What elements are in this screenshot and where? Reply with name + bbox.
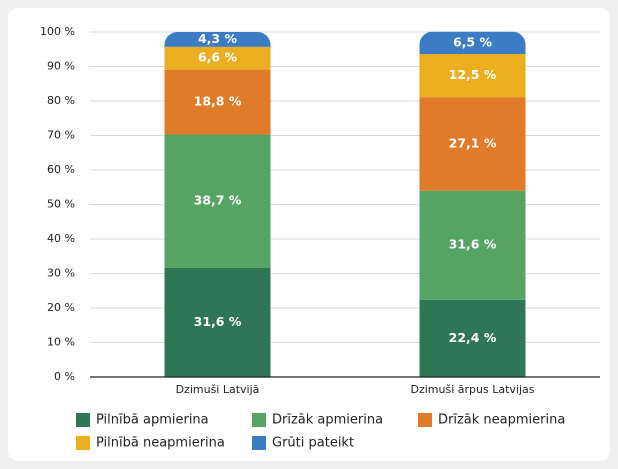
legend-swatch (252, 413, 266, 427)
bar-group (164, 32, 271, 377)
value-label: 31,6 % (194, 314, 242, 329)
bar-segment (419, 31, 526, 55)
y-tick-label: 10 % (47, 336, 75, 349)
value-label: 38,7 % (194, 193, 242, 208)
value-label: 4,3 % (198, 31, 237, 46)
y-tick-label: 80 % (47, 94, 75, 107)
bar-segment (419, 54, 526, 98)
bar-segment (419, 97, 526, 191)
legend-label: Pilnībā neapmierina (96, 436, 225, 451)
value-label: 18,8 % (194, 94, 242, 109)
value-label: 6,6 % (198, 50, 237, 65)
y-tick-label: 100 % (40, 25, 75, 38)
value-label: 22,4 % (449, 330, 497, 345)
y-tick-label: 0 % (54, 370, 75, 383)
bar-segment (164, 32, 271, 47)
bar-segment (419, 190, 526, 300)
bar-segment (164, 267, 271, 377)
bar-segment (419, 299, 526, 377)
legend-label: Drīzāk apmierina (272, 413, 383, 428)
bar-group (419, 31, 526, 377)
y-tick-label: 40 % (47, 232, 75, 245)
x-tick-label: Dzimuši ārpus Latvijas (411, 383, 535, 396)
legend-label: Pilnībā apmierina (96, 413, 209, 428)
legend-label: Grūti pateikt (272, 436, 354, 451)
value-label: 6,5 % (453, 34, 492, 49)
y-tick-label: 50 % (47, 198, 75, 211)
y-tick-label: 60 % (47, 163, 75, 176)
bar-segment (164, 69, 271, 135)
y-tick-label: 20 % (47, 301, 75, 314)
legend-swatch (252, 436, 266, 450)
bar-segment (164, 134, 271, 268)
y-tick-label: 70 % (47, 129, 75, 142)
y-tick-label: 30 % (47, 267, 75, 280)
value-label: 31,6 % (449, 237, 497, 252)
legend-label: Drīzāk neapmierina (438, 413, 565, 428)
bar-segment (164, 46, 271, 70)
legend-swatch (76, 436, 90, 450)
y-tick-label: 90 % (47, 60, 75, 73)
x-tick-label: Dzimuši Latvijā (176, 383, 260, 396)
value-label: 12,5 % (449, 67, 497, 82)
legend-swatch (76, 413, 90, 427)
legend-swatch (418, 413, 432, 427)
value-label: 27,1 % (449, 135, 497, 150)
